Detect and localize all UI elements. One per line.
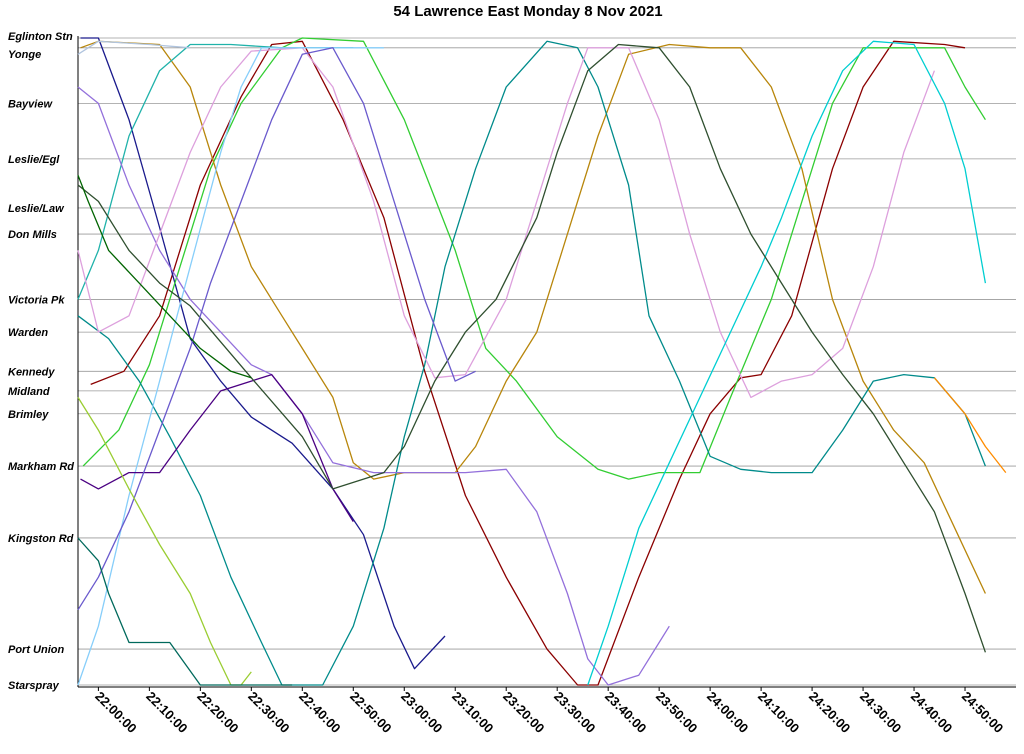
trip-line-8 — [77, 47, 384, 686]
x-tick-label-10: 23:40:00 — [602, 689, 649, 736]
stop-labels: Eglinton Stn Yonge Bayview Leslie/Egl Leslie… — [8, 31, 74, 692]
trip-line-1 — [80, 37, 446, 670]
stop-label-6: Victoria Pk — [8, 294, 65, 306]
x-tick-label-12: 24:00:00 — [704, 689, 751, 736]
trip-line-12 — [77, 47, 476, 611]
x-tick-label-15: 24:30:00 — [857, 689, 904, 736]
trip-line-3 — [80, 40, 986, 594]
stop-label-10: Brimley — [8, 409, 49, 421]
x-tick-label-7: 23:10:00 — [449, 689, 496, 736]
trip-line-16 — [77, 40, 191, 55]
x-tick-label-2: 22:20:00 — [194, 689, 241, 736]
x-tick-label-13: 24:10:00 — [755, 689, 802, 736]
trip-line-5 — [77, 40, 987, 686]
stop-label-2: Bayview — [8, 98, 53, 110]
trip-line-10 — [587, 40, 987, 686]
x-tick-label-6: 23:00:00 — [398, 689, 445, 736]
stop-label-1: Yonge — [8, 49, 41, 61]
trip-line-15 — [77, 174, 252, 379]
x-tick-label-17: 24:50:00 — [959, 689, 1006, 736]
stop-label-4: Leslie/Law — [8, 203, 65, 215]
x-tick-label-14: 24:20:00 — [806, 689, 853, 736]
trip-lines — [77, 37, 1007, 686]
stop-label-0: Eglinton Stn — [8, 31, 73, 43]
x-tick-label-5: 22:50:00 — [347, 689, 394, 736]
x-tick-label-4: 22:40:00 — [296, 689, 343, 736]
chart-title: 54 Lawrence East Monday 8 Nov 2021 — [393, 3, 662, 20]
x-tick-label-8: 23:20:00 — [500, 689, 547, 736]
trip-line-2 — [82, 37, 986, 480]
stop-label-9: Midland — [8, 386, 50, 398]
stop-label-5: Don Mills — [8, 229, 57, 241]
x-tick-label-0: 22:00:00 — [92, 689, 139, 736]
stop-label-14: Starspray — [8, 680, 60, 692]
time-tick-labels: 22:00:00 22:10:00 22:20:00 22:30:00 22:40:00… — [92, 687, 1006, 736]
x-tick-label-1: 22:10:00 — [143, 689, 190, 736]
stop-label-11: Markham Rd — [8, 461, 74, 473]
stop-label-3: Leslie/Egl — [8, 154, 60, 166]
x-tick-label-9: 23:30:00 — [551, 689, 598, 736]
trip-line-9 — [80, 373, 354, 522]
plot-frame — [77, 36, 1016, 688]
x-tick-label-3: 22:30:00 — [245, 689, 292, 736]
trip-line-14 — [77, 537, 293, 686]
x-tick-label-11: 23:50:00 — [653, 689, 700, 736]
trip-line-7 — [77, 47, 936, 399]
x-tick-label-16: 24:40:00 — [908, 689, 955, 736]
trip-line-11 — [77, 43, 987, 653]
stop-label-13: Port Union — [8, 644, 64, 656]
stop-label-12: Kingston Rd — [8, 533, 74, 545]
trip-line-0 — [90, 40, 966, 686]
trip-line-6 — [77, 86, 670, 686]
trip-line-17 — [933, 377, 1007, 474]
stop-label-8: Kennedy — [8, 366, 55, 378]
stop-label-7: Warden — [8, 327, 48, 339]
